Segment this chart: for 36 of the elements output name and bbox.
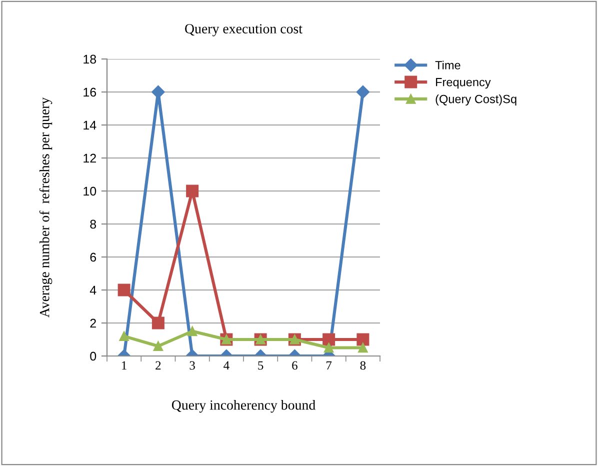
y-tick-label: 14	[84, 120, 96, 130]
point	[356, 85, 370, 99]
y-tick-label: 4	[90, 286, 96, 295]
x-tick-label: 7	[326, 361, 332, 370]
legend-label: Frequency	[436, 78, 491, 89]
y-tick-label: 10	[84, 186, 96, 196]
point	[152, 85, 165, 99]
x-tick-label: 2	[156, 361, 161, 370]
chart-title: Query execution cost	[185, 24, 302, 36]
y-tick-label: 8	[90, 220, 96, 229]
y-tick-label: 18	[84, 54, 96, 64]
point	[119, 331, 129, 342]
x-tick-label: 5	[258, 361, 264, 370]
y-tick-label: 0	[90, 352, 96, 361]
x-tick-label: 8	[360, 361, 366, 370]
point	[153, 341, 164, 351]
x-tick-label: 3	[190, 361, 195, 370]
y-tick-label: 16	[84, 88, 96, 97]
x-tick-label: 6	[292, 361, 298, 370]
y-tick-label: 12	[84, 154, 96, 163]
point	[186, 184, 199, 198]
point	[187, 326, 198, 336]
x-tick-label: 1	[122, 361, 126, 370]
y-axis-title: Average number of refreshes per query	[39, 97, 52, 318]
x-tick-label: 4	[224, 361, 230, 370]
y-tick-label: 2	[90, 318, 96, 328]
point	[324, 342, 334, 353]
point	[152, 316, 164, 330]
legend-label: (Query Cost)Sq	[436, 94, 516, 106]
y-tick-label: 6	[90, 252, 96, 262]
point	[356, 333, 370, 346]
x-axis-title: Query incoherency bound	[172, 400, 316, 413]
point	[358, 342, 368, 353]
legend-label: Time	[435, 60, 460, 70]
point	[118, 284, 130, 296]
point	[322, 333, 336, 346]
